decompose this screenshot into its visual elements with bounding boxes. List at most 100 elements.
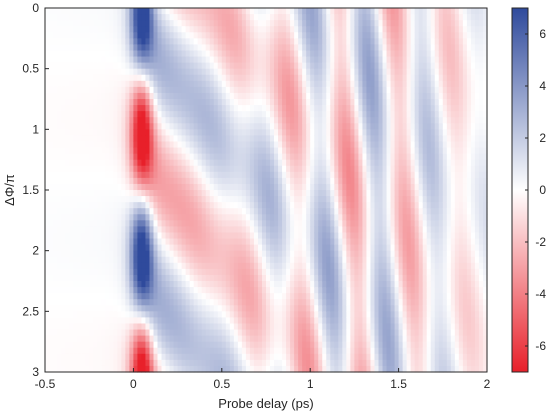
heatmap-cell <box>73 262 78 270</box>
heatmap-cell <box>69 99 74 106</box>
heatmap-cell <box>77 147 82 155</box>
heatmap-cell <box>85 80 90 88</box>
heatmap-cell <box>358 250 364 258</box>
heatmap-cell <box>358 311 364 318</box>
heatmap-cell <box>161 56 167 64</box>
heatmap-cell <box>249 196 255 203</box>
heatmap-cell <box>149 74 155 82</box>
heatmap-cell <box>274 14 279 21</box>
heatmap-cell <box>109 202 114 209</box>
heatmap-cell <box>217 250 223 258</box>
heatmap-cell <box>181 111 187 118</box>
heatmap-cell <box>61 329 66 337</box>
heatmap-cell <box>354 141 360 149</box>
heatmap-cell <box>334 329 339 337</box>
heatmap-cell <box>374 274 380 282</box>
heatmap-cell <box>366 123 372 130</box>
heatmap-cell <box>354 250 360 258</box>
heatmap-cell <box>221 171 227 179</box>
heatmap-cell <box>370 165 376 173</box>
heatmap-cell <box>189 299 195 306</box>
heatmap-cell <box>57 256 62 264</box>
heatmap-cell <box>165 281 171 288</box>
heatmap-cell <box>105 165 110 173</box>
heatmap-cell <box>157 153 163 161</box>
heatmap-cell <box>346 281 351 288</box>
heatmap-cell <box>298 32 303 39</box>
heatmap-cell <box>225 20 231 27</box>
heatmap-cell <box>85 92 90 100</box>
heatmap-cell <box>326 238 331 246</box>
heatmap-cell <box>217 232 223 240</box>
heatmap-cell <box>137 123 143 130</box>
heatmap-cell <box>237 129 243 136</box>
heatmap-cell <box>49 111 54 118</box>
heatmap-cell <box>374 359 380 367</box>
heatmap-cell <box>322 171 327 179</box>
heatmap-cell <box>290 56 295 64</box>
heatmap-cell <box>133 256 139 264</box>
heatmap-cell <box>330 262 335 270</box>
heatmap-cell <box>249 365 255 373</box>
heatmap-cell <box>270 305 275 312</box>
heatmap-cell <box>137 141 143 149</box>
heatmap-cell <box>266 347 271 355</box>
heatmap-cell <box>221 341 227 349</box>
heatmap-cell <box>85 50 90 58</box>
heatmap-cell <box>257 268 263 276</box>
heatmap-cell <box>266 44 271 52</box>
heatmap-cell <box>290 68 295 76</box>
heatmap-cell <box>338 274 343 282</box>
heatmap-cell <box>45 190 50 197</box>
heatmap-cell <box>113 80 118 88</box>
heatmap-cell <box>169 335 175 343</box>
heatmap-cell <box>193 329 199 337</box>
heatmap-cell <box>249 14 255 21</box>
heatmap-cell <box>121 268 126 276</box>
heatmap-cell <box>53 323 58 331</box>
heatmap-cell <box>49 305 54 312</box>
heatmap-cell <box>334 56 339 64</box>
heatmap-cell <box>366 62 372 70</box>
heatmap-cell <box>310 159 315 167</box>
heatmap-cell <box>141 147 147 155</box>
heatmap-cell <box>217 141 223 149</box>
heatmap-cell <box>233 14 239 21</box>
heatmap-cell <box>189 274 195 282</box>
heatmap-cell <box>310 68 315 76</box>
heatmap-cell <box>93 190 98 197</box>
heatmap-cell <box>286 299 291 306</box>
heatmap-cell <box>65 74 70 82</box>
heatmap-cell <box>362 190 368 197</box>
heatmap-cell <box>245 353 251 361</box>
heatmap-cell <box>261 56 267 64</box>
heatmap-cell <box>205 190 211 197</box>
heatmap-cell <box>133 14 139 21</box>
heatmap-cell <box>282 147 287 155</box>
heatmap-cell <box>117 74 122 82</box>
heatmap-cell <box>181 56 187 64</box>
heatmap-cell <box>261 62 267 70</box>
heatmap-cell <box>61 214 66 221</box>
heatmap-cell <box>362 171 368 179</box>
heatmap-cell <box>266 196 271 203</box>
heatmap-cell <box>133 129 139 136</box>
heatmap-cell <box>249 74 255 82</box>
heatmap-cell <box>310 323 315 331</box>
heatmap-cell <box>97 117 102 124</box>
heatmap-cell <box>314 111 319 118</box>
heatmap-cell <box>165 202 171 209</box>
heatmap-cell <box>189 226 195 234</box>
heatmap-cell <box>225 44 231 52</box>
heatmap-cell <box>366 129 372 136</box>
heatmap-cell <box>241 80 247 88</box>
heatmap-cell <box>57 68 62 76</box>
heatmap-cell <box>241 92 247 100</box>
heatmap-cell <box>237 202 243 209</box>
heatmap-cell <box>61 359 66 367</box>
heatmap-cell <box>298 14 303 21</box>
heatmap-cell <box>105 14 110 21</box>
heatmap-cell <box>77 165 82 173</box>
heatmap-cell <box>270 68 275 76</box>
heatmap-cell <box>157 86 163 94</box>
